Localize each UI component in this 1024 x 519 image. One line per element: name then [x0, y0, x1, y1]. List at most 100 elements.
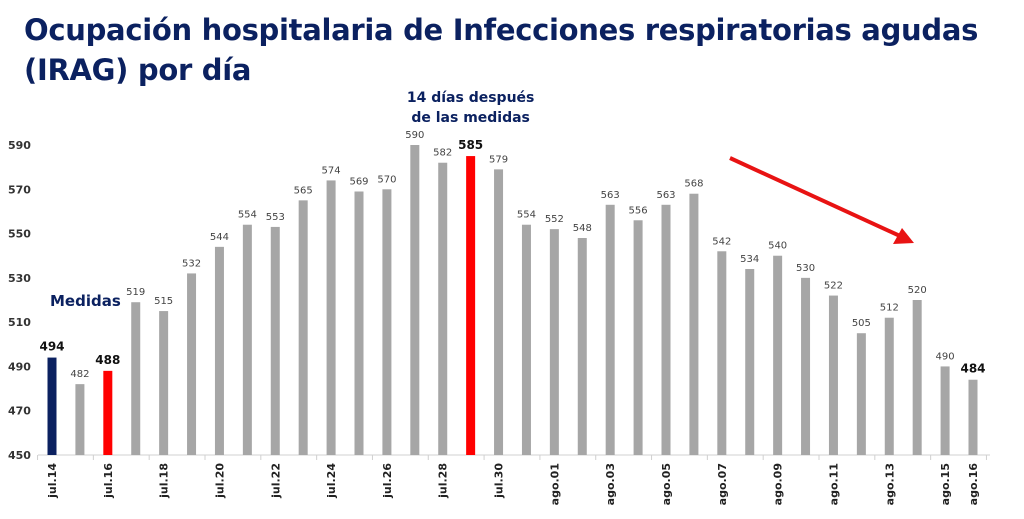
bar-jul.30 [494, 169, 504, 455]
data-label-jul.21: 554 [238, 210, 257, 221]
x-tick-label: jul.20 [213, 463, 226, 499]
data-label-ago.02: 548 [573, 223, 592, 234]
y-tick-label: 450 [8, 449, 31, 462]
bar-ago.07 [717, 251, 727, 455]
trend-arrow-line [729, 156, 901, 238]
y-tick-label: 490 [8, 360, 31, 373]
x-tick-label: jul.24 [325, 463, 338, 499]
x-tick-label: ago.05 [660, 463, 673, 505]
data-label-ago.12: 505 [852, 318, 871, 329]
bar-jul.17 [131, 302, 141, 455]
data-label-jul.19: 532 [182, 258, 201, 269]
y-tick-label: 550 [8, 228, 31, 241]
data-label-jul.25: 569 [349, 177, 368, 188]
bar-jul.22 [270, 226, 280, 455]
bar-ago.03 [605, 204, 615, 455]
y-tick-label: 590 [8, 139, 31, 152]
bar-ago.06 [689, 193, 699, 455]
x-tick-label: ago.15 [939, 463, 952, 505]
bar-jul.29 [466, 156, 476, 456]
data-label-jul.28: 582 [433, 148, 452, 159]
data-label-jul.18: 515 [154, 296, 173, 307]
bar-jul.26 [382, 189, 392, 456]
bar-jul.14 [47, 357, 57, 455]
bar-ago.10 [801, 277, 811, 455]
data-label-jul.29: 585 [458, 138, 483, 152]
bar-ago.12 [856, 333, 866, 455]
data-label-jul.17: 519 [126, 287, 145, 298]
data-label-ago.07: 542 [712, 236, 731, 247]
data-label-ago.09: 540 [768, 241, 787, 252]
bar-ago.11 [828, 295, 838, 455]
data-label-ago.01: 552 [545, 214, 564, 225]
x-tick-label: jul.22 [269, 463, 282, 499]
bar-ago.16 [968, 379, 978, 455]
bar-ago.01 [549, 229, 559, 455]
data-label-ago.10: 530 [796, 263, 815, 274]
x-tick-label: jul.16 [102, 463, 115, 499]
data-label-jul.27: 590 [405, 130, 424, 141]
x-tick-label: ago.03 [604, 463, 617, 505]
data-label-ago.06: 568 [684, 179, 703, 190]
bar-jul.18 [159, 311, 169, 455]
annotation-14-dias-1: de las medidas [411, 110, 530, 126]
data-label-ago.03: 563 [601, 190, 620, 201]
data-label-ago.05: 563 [656, 190, 675, 201]
x-tick-label: jul.18 [158, 463, 171, 499]
bar-ago.05 [661, 204, 671, 455]
data-label-jul.24: 574 [322, 165, 341, 176]
x-tick-label: ago.16 [967, 463, 980, 506]
data-label-jul.26: 570 [377, 174, 396, 185]
x-tick-label: jul.26 [381, 463, 394, 499]
chart-title: Ocupación hospitalaria de Infecciones re… [24, 13, 979, 87]
data-label-ago.13: 512 [880, 303, 899, 314]
x-tick-label: ago.13 [883, 463, 896, 505]
bar-ago.04 [633, 220, 643, 455]
bar-ago.09 [773, 255, 783, 455]
data-label-jul.20: 544 [210, 232, 229, 243]
data-label-jul.23: 565 [294, 185, 313, 196]
x-tick-label: jul.28 [437, 463, 450, 499]
bar-jul.25 [354, 191, 364, 455]
bar-jul.31 [521, 224, 531, 455]
x-tick-label: ago.11 [827, 463, 840, 505]
x-tick-label: jul.14 [46, 463, 59, 499]
bar-ago.14 [912, 300, 922, 455]
bar-jul.21 [242, 224, 252, 455]
bar-jul.16 [103, 370, 113, 455]
x-tick-label: ago.01 [548, 463, 561, 505]
x-tick-label: jul.30 [493, 463, 506, 499]
x-tick-label: ago.07 [716, 463, 729, 505]
bar-ago.13 [884, 317, 894, 455]
data-label-jul.22: 553 [266, 212, 285, 223]
data-label-jul.16: 488 [95, 353, 120, 367]
bar-jul.27 [410, 145, 420, 455]
bar-ago.15 [940, 366, 950, 455]
bar-jul.15 [75, 384, 85, 455]
bar-ago.08 [745, 269, 755, 455]
data-label-ago.15: 490 [936, 351, 955, 362]
trend-arrow-head-icon [893, 228, 914, 244]
bar-jul.28 [438, 162, 448, 455]
data-label-jul.31: 554 [517, 210, 536, 221]
x-tick-label: ago.09 [772, 463, 785, 505]
annotation-medidas: Medidas [50, 292, 121, 310]
annotation-14-dias-0: 14 días después [407, 90, 535, 106]
y-tick-label: 510 [8, 316, 31, 329]
y-tick-label: 530 [8, 272, 31, 285]
data-label-ago.04: 556 [629, 205, 648, 216]
data-label-ago.16: 484 [960, 362, 985, 376]
data-label-ago.11: 522 [824, 281, 843, 292]
y-tick-label: 470 [8, 405, 31, 418]
data-label-jul.30: 579 [489, 154, 508, 165]
bar-jul.24 [326, 180, 336, 455]
bar-jul.23 [298, 200, 308, 455]
data-label-jul.14: 494 [39, 340, 64, 354]
data-label-jul.15: 482 [70, 369, 89, 380]
bar-ago.02 [577, 238, 587, 455]
y-tick-label: 570 [8, 183, 31, 196]
data-label-ago.14: 520 [908, 285, 927, 296]
data-label-ago.08: 534 [740, 254, 759, 265]
bar-jul.20 [214, 246, 224, 455]
